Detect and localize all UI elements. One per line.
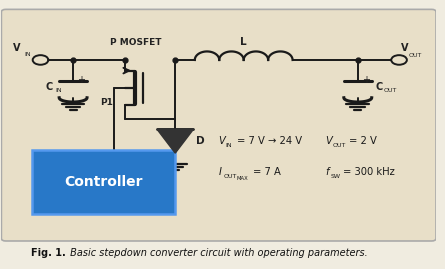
FancyBboxPatch shape	[32, 150, 175, 214]
Text: V: V	[218, 136, 226, 146]
FancyBboxPatch shape	[1, 9, 436, 241]
Text: = 2 V: = 2 V	[349, 136, 377, 146]
Text: = 7 V → 24 V: = 7 V → 24 V	[237, 136, 303, 146]
Text: = 300 kHz: = 300 kHz	[343, 167, 395, 177]
Text: Basic stepdown converter circuit with operating parameters.: Basic stepdown converter circuit with op…	[67, 248, 367, 258]
Text: OUT: OUT	[224, 174, 237, 179]
Text: P MOSFET: P MOSFET	[110, 38, 162, 47]
Text: V: V	[325, 136, 332, 146]
Text: C: C	[45, 82, 53, 91]
Text: L: L	[240, 37, 247, 47]
Text: Fig. 1.: Fig. 1.	[31, 248, 66, 258]
Text: IN: IN	[226, 143, 232, 148]
Text: D: D	[196, 136, 205, 146]
Polygon shape	[157, 129, 194, 153]
Text: OUT: OUT	[332, 143, 345, 148]
Text: Controller: Controller	[64, 175, 143, 189]
Text: OUT: OUT	[384, 88, 397, 93]
Text: IN: IN	[56, 88, 62, 93]
Text: MAX: MAX	[237, 176, 249, 181]
Text: +: +	[77, 75, 85, 85]
Text: P1: P1	[101, 98, 113, 107]
Text: = 7 A: = 7 A	[254, 167, 281, 177]
Text: V: V	[13, 43, 20, 53]
Text: OUT: OUT	[409, 53, 422, 58]
Text: V: V	[401, 43, 409, 53]
Text: IN: IN	[24, 52, 31, 57]
Text: f: f	[325, 167, 329, 177]
Text: I: I	[218, 167, 222, 177]
Text: C: C	[375, 82, 382, 91]
Text: +: +	[363, 75, 371, 85]
Text: SW: SW	[331, 174, 341, 179]
